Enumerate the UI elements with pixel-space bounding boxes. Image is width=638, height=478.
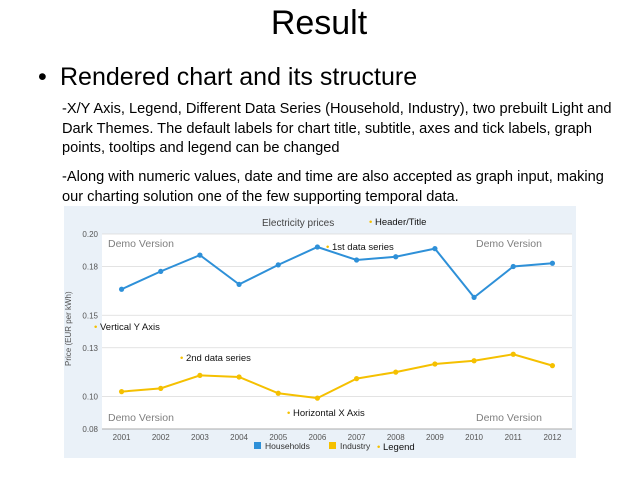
annotation-legend: • Legend [377, 442, 415, 453]
data-point-industry[interactable] [236, 374, 242, 380]
data-point-industry[interactable] [353, 376, 360, 382]
x-tick-label: 2002 [152, 433, 170, 442]
x-tick-label: 2010 [465, 433, 483, 442]
data-point-households[interactable] [275, 262, 281, 268]
slide-title: Result [270, 4, 368, 42]
x-tick-label: 2006 [309, 433, 327, 442]
y-tick-label: 0.20 [82, 230, 98, 239]
y-tick-label: 0.15 [82, 311, 98, 320]
legend: Households Industry • Legend [254, 441, 415, 453]
data-point-households[interactable] [158, 268, 164, 274]
chart-title: Electricity prices [262, 218, 334, 229]
data-point-industry[interactable] [118, 389, 125, 395]
y-tick-label: 0.18 [82, 263, 98, 272]
y-axis-ticks: 0.08 0.10 0.13 0.15 0.18 0.20 [82, 230, 98, 434]
watermark-bottom-left: Demo Version [108, 412, 174, 424]
x-tick-label: 2004 [230, 433, 248, 442]
legend-swatch-households [254, 442, 261, 449]
series-line-industry [121, 353, 553, 400]
legend-label-industry: Industry [340, 441, 371, 451]
data-point-industry[interactable] [510, 351, 516, 357]
x-tick-label: 2007 [348, 433, 366, 442]
annotation-series1: • 1st data series [326, 242, 394, 253]
x-tick-label: 2001 [113, 433, 131, 442]
annotation-series2: • 2nd data series [180, 353, 251, 364]
series-layer [118, 244, 556, 401]
data-point-households[interactable] [471, 294, 477, 300]
data-point-households[interactable] [236, 281, 242, 287]
plot-area [102, 234, 572, 429]
annotations: • Header/Title • 1st data series • Verti… [94, 217, 426, 419]
description-paragraph-1: -X/Y Axis, Legend, Different Data Series… [62, 101, 612, 156]
data-point-households[interactable] [549, 260, 556, 266]
bullet-dot: • [38, 63, 47, 91]
data-point-households[interactable] [118, 286, 125, 292]
x-tick-label: 2012 [544, 433, 562, 442]
grid-lines [102, 233, 572, 430]
data-point-industry[interactable] [471, 358, 477, 364]
annotation-y-axis: • Vertical Y Axis [94, 322, 160, 333]
x-tick-label: 2011 [505, 433, 523, 442]
annotation-header: • Header/Title [369, 217, 426, 228]
data-point-industry[interactable] [275, 390, 281, 396]
watermark-top-left: Demo Version [108, 238, 174, 250]
y-tick-label: 0.13 [82, 344, 98, 353]
data-point-households[interactable] [314, 244, 321, 250]
legend-swatch-industry [329, 442, 336, 449]
x-tick-label: 2003 [191, 433, 209, 442]
data-point-industry[interactable] [393, 369, 399, 375]
data-point-households[interactable] [353, 257, 360, 263]
data-point-industry[interactable] [314, 395, 321, 401]
watermark-top-right: Demo Version [476, 238, 542, 250]
data-point-households[interactable] [432, 246, 438, 252]
x-tick-label: 2005 [269, 433, 287, 442]
data-point-households[interactable] [393, 254, 399, 260]
watermark-bottom-right: Demo Version [476, 412, 542, 424]
description-paragraph-2: -Along with numeric values, date and tim… [62, 169, 604, 205]
x-tick-label: 2009 [426, 433, 444, 442]
data-point-households[interactable] [197, 252, 203, 258]
annotation-x-axis: • Horizontal X Axis [287, 408, 365, 419]
data-point-industry[interactable] [432, 361, 438, 367]
data-point-industry[interactable] [197, 372, 203, 378]
legend-label-households: Households [265, 441, 310, 451]
x-axis-ticks: 2001 2002 2003 2004 2005 2006 2007 2008 2009 2010… [113, 433, 562, 442]
bullet-text: Rendered chart and its structure [60, 63, 418, 91]
watermarks: Demo Version Demo Version Demo Version D… [108, 238, 542, 424]
data-point-industry[interactable] [549, 363, 556, 369]
data-point-industry[interactable] [158, 385, 164, 391]
data-point-households[interactable] [510, 263, 516, 270]
series-line-households [121, 245, 553, 299]
line-chart: Electricity prices Demo Version Demo Ver… [64, 206, 576, 458]
x-tick-label: 2008 [387, 433, 405, 442]
bullet-point: • Rendered chart and its structure [38, 60, 417, 94]
y-axis-label: Price (EUR per kWh) [64, 291, 73, 366]
y-tick-label: 0.08 [82, 425, 98, 434]
y-tick-label: 0.10 [82, 393, 98, 402]
